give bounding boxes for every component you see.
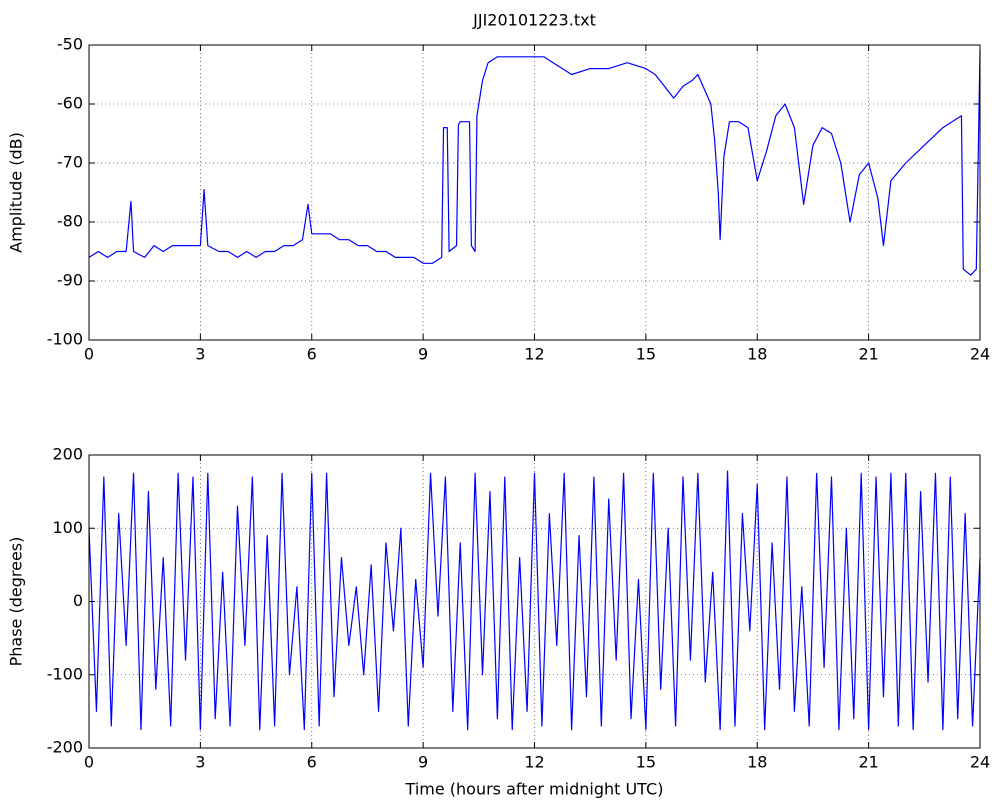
y-tick-label: -50: [57, 35, 83, 54]
x-tick-label: 9: [418, 753, 428, 772]
y-tick-label: -100: [47, 664, 83, 683]
y-tick-label: -200: [47, 738, 83, 757]
x-tick-label: 18: [747, 753, 767, 772]
x-tick-label: 24: [970, 753, 990, 772]
x-tick-label: 24: [970, 345, 990, 364]
axes-frame: [88, 454, 981, 749]
x-tick-label: 12: [524, 753, 544, 772]
y-axis-label: Amplitude (dB): [7, 132, 26, 253]
x-tick-label: 3: [195, 753, 205, 772]
y-tick-label: -80: [57, 212, 83, 231]
x-tick-label: 12: [524, 345, 544, 364]
x-axis-label: Time (hours after midnight UTC): [405, 780, 664, 799]
plot-area: [89, 455, 980, 748]
x-tick-label: 6: [307, 345, 317, 364]
y-tick-label: 100: [52, 518, 83, 537]
data-line: [88, 50, 981, 276]
y-tick-label: -90: [57, 271, 83, 290]
y-tick-label: -60: [57, 94, 83, 113]
chart-title: JJI20101223.txt: [472, 11, 596, 30]
x-tick-label: 21: [858, 345, 878, 364]
x-tick-label: 0: [84, 753, 94, 772]
y-axis-label: Phase (degrees): [7, 537, 26, 667]
x-tick-label: 18: [747, 345, 767, 364]
y-tick-label: 200: [52, 445, 83, 464]
y-tick-label: -70: [57, 153, 83, 172]
plot-area: [89, 45, 980, 340]
x-tick-label: 3: [195, 345, 205, 364]
x-tick-label: 15: [636, 345, 656, 364]
y-tick-label: -100: [47, 330, 83, 349]
y-tick-label: 0: [73, 591, 83, 610]
x-tick-label: 9: [418, 345, 428, 364]
data-line: [88, 470, 981, 731]
x-tick-label: 6: [307, 753, 317, 772]
axes-frame: [88, 44, 981, 341]
x-tick-label: 15: [636, 753, 656, 772]
x-tick-label: 21: [858, 753, 878, 772]
x-tick-label: 0: [84, 345, 94, 364]
